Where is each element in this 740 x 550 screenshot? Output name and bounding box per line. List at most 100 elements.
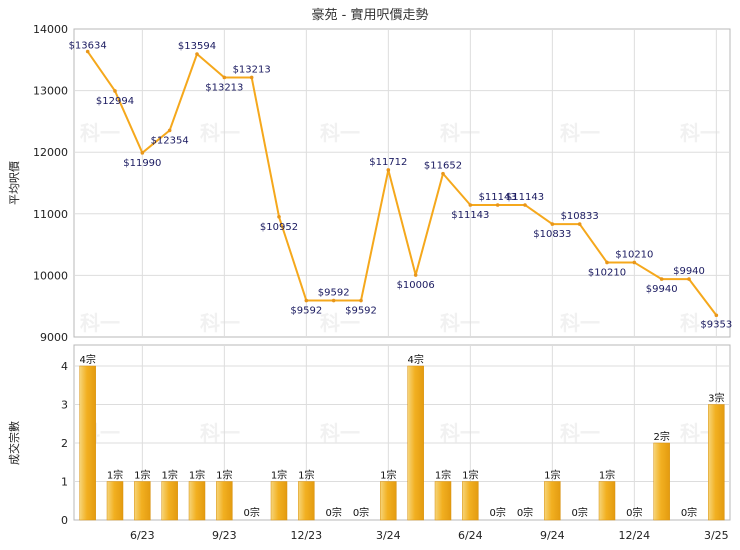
watermark-text: 科一 <box>320 421 360 445</box>
volume-bar <box>161 481 178 521</box>
price-data-label: $11143 <box>451 210 489 221</box>
x-tick-label: 6/23 <box>130 529 155 542</box>
line-y-tick-label: 13000 <box>33 85 68 98</box>
price-data-label: $12354 <box>151 135 189 146</box>
price-data-label: $13213 <box>205 82 243 93</box>
price-line <box>86 50 718 316</box>
watermark-text: 科一 <box>560 421 600 445</box>
x-tick-label: 12/23 <box>290 529 322 542</box>
volume-data-label: 2宗 <box>653 430 669 443</box>
price-point <box>304 298 309 303</box>
price-data-label: $10952 <box>260 222 298 233</box>
price-point <box>632 260 637 265</box>
price-point <box>331 298 336 303</box>
price-data-label: $11990 <box>123 158 161 169</box>
x-tick-label: 6/24 <box>458 529 483 542</box>
price-data-label: $11143 <box>479 192 517 203</box>
volume-bar <box>134 481 151 521</box>
price-data-label: $11652 <box>424 161 462 172</box>
volume-data-label: 0宗 <box>517 506 533 519</box>
volume-bar <box>462 481 479 521</box>
x-tick-label: 3/25 <box>704 529 729 542</box>
watermark-text: 科一 <box>560 121 600 145</box>
bar-y-tick-label: 1 <box>61 476 68 489</box>
volume-data-label: 1宗 <box>462 469 478 482</box>
bar-y-tick-label: 2 <box>61 437 68 450</box>
price-point <box>140 151 145 155</box>
volume-bar <box>298 481 315 521</box>
watermark-text: 科一 <box>560 311 600 335</box>
volume-data-label: 1宗 <box>380 469 396 482</box>
line-y-axis-title: 平均呎價 <box>7 161 21 205</box>
volume-bar <box>216 481 233 521</box>
volume-bar <box>270 481 288 521</box>
price-point <box>550 222 555 226</box>
price-data-label: $9592 <box>345 306 377 317</box>
price-point <box>222 75 227 80</box>
price-data-label: $9940 <box>646 284 678 295</box>
volume-data-label: 4宗 <box>407 353 423 366</box>
volume-bar <box>79 365 96 521</box>
price-point <box>195 52 199 56</box>
price-point <box>85 49 90 54</box>
volume-data-label: 0宗 <box>681 506 697 519</box>
volume-bar <box>106 481 124 521</box>
line-y-ticks: 9000 10000 11000 12000 13000 14000 <box>33 23 68 344</box>
volume-data-label: 0宗 <box>243 506 259 519</box>
volume-data-label: 0宗 <box>571 506 587 519</box>
bar-y-axis-title: 成交宗數 <box>7 421 21 465</box>
volume-data-label: 0宗 <box>325 506 341 519</box>
volume-data-label: 1宗 <box>599 469 615 482</box>
line-y-tick-label: 9000 <box>40 331 68 344</box>
line-gridlines <box>74 29 730 337</box>
price-data-label: $11143 <box>506 192 544 203</box>
x-tick-label: 9/24 <box>540 529 565 542</box>
price-data-label: $10833 <box>561 211 599 222</box>
watermark-text: 科一 <box>80 121 120 145</box>
watermark-text: 科一 <box>440 121 480 145</box>
volume-bar <box>653 442 670 521</box>
price-series: $13634 $12994 $11990 $12354 $13594 $13213 $132… <box>69 41 733 331</box>
price-point <box>277 214 281 219</box>
watermark-text: 科一 <box>680 121 720 145</box>
price-point <box>386 168 391 172</box>
watermark-text: 科一 <box>320 311 360 335</box>
price-point <box>413 273 418 277</box>
price-point <box>495 203 500 207</box>
bar-plot-area <box>73 344 731 521</box>
bar-y-tick-label: 3 <box>61 399 68 412</box>
line-y-tick-label: 12000 <box>33 146 68 159</box>
watermark-text: 科一 <box>680 311 720 335</box>
watermark-text: 科一 <box>200 121 240 145</box>
watermark-text: 科一 <box>80 311 120 335</box>
volume-data-label: 1宗 <box>216 469 232 482</box>
price-point <box>714 313 719 318</box>
watermark-text: 科一 <box>200 421 240 445</box>
volume-data-label: 0宗 <box>353 506 369 519</box>
volume-data-label: 1宗 <box>435 469 451 482</box>
volume-data-label: 3宗 <box>708 392 724 405</box>
price-point <box>249 75 254 80</box>
watermark-text: 科一 <box>200 311 240 335</box>
price-data-label: $10006 <box>397 280 435 291</box>
volume-data-label: 1宗 <box>544 469 560 482</box>
volume-data-label: 1宗 <box>107 469 123 482</box>
x-tick-label: 12/24 <box>618 529 650 542</box>
watermark-text: 科一 <box>440 311 480 335</box>
price-point <box>659 277 664 281</box>
price-point <box>687 277 691 281</box>
x-tick-label: 3/24 <box>376 529 401 542</box>
price-point <box>523 203 527 207</box>
volume-data-label: 1宗 <box>134 469 150 482</box>
price-point <box>468 203 473 207</box>
price-data-label: $13594 <box>178 41 216 52</box>
volume-bar <box>188 481 206 521</box>
price-data-label: $9353 <box>700 319 732 330</box>
price-data-label: $13634 <box>69 41 107 52</box>
price-data-label: $9940 <box>673 266 705 277</box>
x-tick-label: 9/23 <box>212 529 237 542</box>
volume-bar <box>708 404 725 521</box>
volume-data-label: 1宗 <box>161 469 177 482</box>
price-point <box>577 222 582 226</box>
